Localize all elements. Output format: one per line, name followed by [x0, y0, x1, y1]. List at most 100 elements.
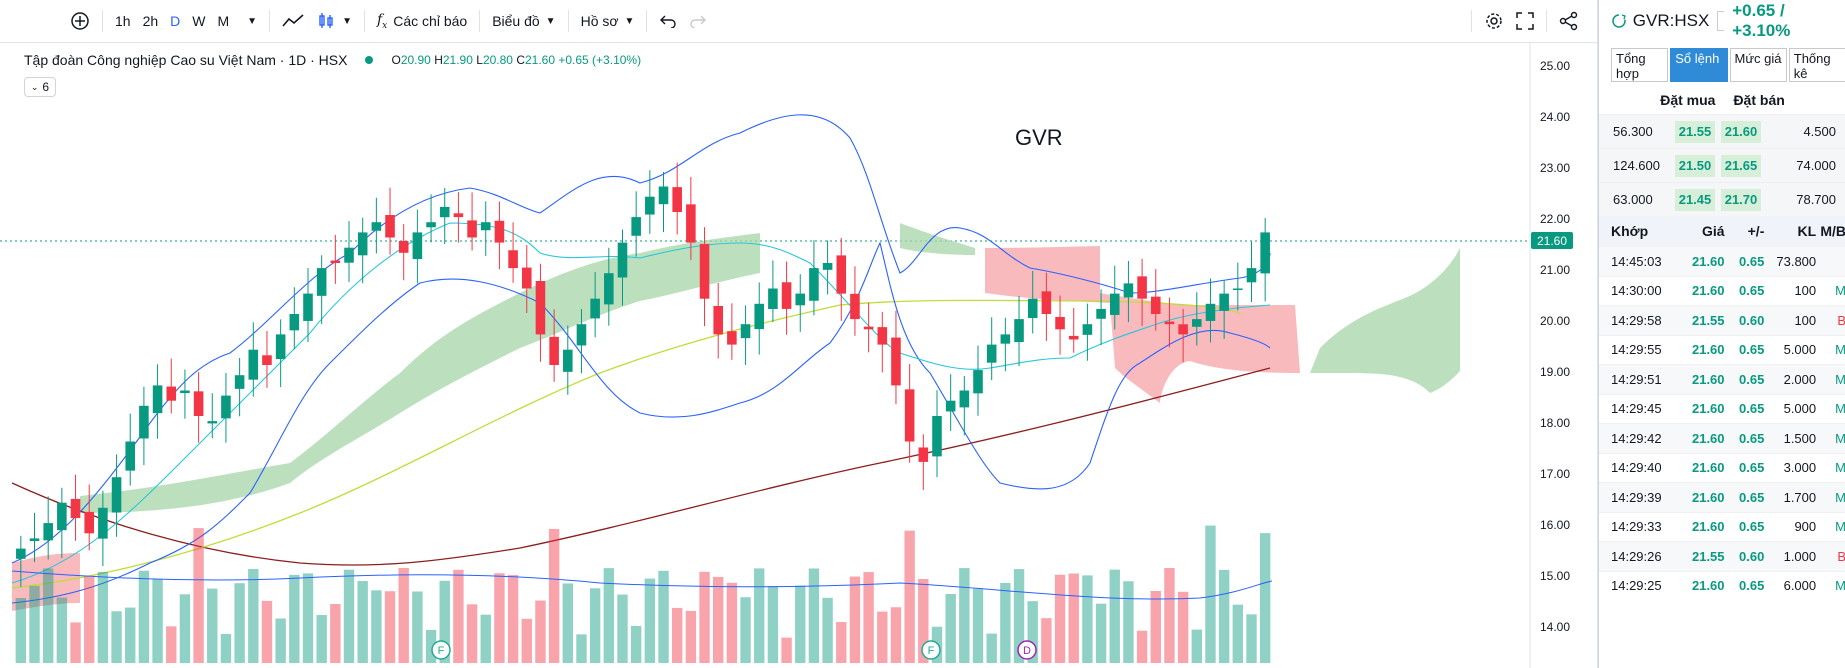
settings-button[interactable] — [1478, 6, 1510, 36]
chart-title[interactable]: Tập đoàn Công nghiệp Cao su Việt Nam · 1… — [24, 52, 348, 68]
buy-price[interactable]: 21.55 — [1675, 120, 1715, 143]
tab-summary[interactable]: Tổng hợp — [1611, 48, 1669, 82]
price-chart[interactable]: F F D — [0, 43, 1597, 668]
interval-w[interactable]: W — [192, 13, 206, 29]
candle-body — [480, 222, 491, 231]
candle-body — [645, 196, 655, 215]
volume-bar — [1027, 601, 1038, 663]
marker-label: D — [1023, 645, 1031, 657]
volume-bar — [1136, 630, 1148, 663]
candle-body — [713, 305, 723, 335]
volume-bar — [918, 578, 929, 663]
candle-style-button[interactable]: ▼ — [310, 6, 358, 36]
volume-bar — [1218, 569, 1230, 663]
interval-2h[interactable]: 2h — [142, 13, 159, 29]
volume-bar — [371, 590, 382, 663]
candle-body — [1123, 283, 1134, 298]
price-tick: 22.00 — [1540, 212, 1571, 226]
volume-bar — [398, 568, 409, 663]
chart-area[interactable]: F F D — [0, 43, 1597, 668]
match-change: 0.65 — [1739, 489, 1765, 505]
sell-price[interactable]: 21.60 — [1721, 120, 1761, 143]
redo-button[interactable] — [683, 6, 713, 36]
dividend-marker[interactable]: D — [1017, 640, 1037, 660]
candle-body — [740, 324, 751, 339]
candle-body — [371, 222, 382, 231]
candle-body — [891, 337, 901, 386]
candle-body — [549, 336, 559, 365]
indicators-button[interactable]: fx Các chỉ báo — [371, 6, 473, 36]
add-symbol-button[interactable] — [64, 6, 96, 36]
match-change: 0.65 — [1739, 460, 1765, 476]
sell-price[interactable]: 21.65 — [1721, 154, 1761, 177]
divider — [1471, 10, 1472, 32]
candle-body — [303, 293, 313, 321]
undo-button[interactable] — [653, 6, 683, 36]
chart-toolbar: 1h 2h D W M ▼ ▼ fx Các chỉ báo Biểu đồ ▼… — [0, 0, 1597, 43]
chart-menu-button[interactable]: Biểu đồ ▼ — [486, 6, 561, 36]
volume-bar — [795, 585, 806, 663]
volume-bar — [152, 578, 163, 663]
match-time: 14:45:03 — [1611, 253, 1662, 269]
volume-bar — [562, 583, 573, 663]
refresh-icon[interactable] — [1611, 13, 1627, 29]
candle-body — [357, 232, 368, 256]
line-style-button[interactable] — [276, 6, 310, 36]
candle-body — [234, 375, 245, 389]
function-icon: fx — [376, 11, 388, 31]
candle-body — [1014, 319, 1024, 343]
tab-statistics[interactable]: Thống kê — [1788, 48, 1845, 82]
candle-body — [385, 215, 395, 238]
high-label: H — [434, 53, 443, 67]
volume-bar — [658, 570, 669, 663]
indicators-collapse-button[interactable]: ⌄ 6 — [24, 77, 56, 97]
sell-price[interactable]: 21.70 — [1721, 188, 1761, 211]
volume-bar — [521, 618, 532, 663]
tab-orderbook[interactable]: Sổ lệnh — [1670, 48, 1728, 82]
tab-price-levels[interactable]: Mức giá — [1729, 48, 1787, 82]
price-tick: 14.00 — [1540, 620, 1571, 634]
profile-menu-button[interactable]: Hồ sơ ▼ — [575, 6, 641, 36]
fullscreen-button[interactable] — [1510, 6, 1540, 36]
high-value: 21.90 — [442, 53, 473, 67]
volume-bar — [904, 530, 915, 663]
candle-body — [576, 324, 587, 346]
match-history-list[interactable]: 14:45:03 21.60 0.65 73.800 14:30:00 21.60 0.65… — [1599, 246, 1845, 600]
candle-body — [1096, 308, 1106, 319]
close-value: 21.60 — [524, 53, 556, 67]
orderbook-row: 63.000 21.45 21.70 78.700 — [1599, 182, 1845, 216]
match-volume: 73.800 — [1776, 253, 1817, 269]
volume-bar — [822, 597, 833, 663]
candle-body — [631, 217, 641, 236]
match-volume: 6.000 — [1783, 578, 1817, 594]
volume-bar — [289, 574, 300, 663]
candle-body — [973, 370, 983, 394]
volume-bar — [699, 571, 710, 663]
fullscreen-icon — [1516, 12, 1534, 30]
match-volume: 100 — [1794, 312, 1817, 328]
earnings-marker[interactable]: F — [431, 640, 451, 660]
line-chart-icon — [282, 14, 304, 27]
match-row: 14:45:03 21.60 0.65 73.800 — [1599, 246, 1845, 276]
interval-dropdown[interactable]: ▼ — [235, 6, 263, 36]
buy-price[interactable]: 21.50 — [1675, 154, 1715, 177]
chevron-down-icon: ▼ — [624, 15, 635, 27]
candle-body — [111, 477, 122, 513]
candle-body — [98, 507, 108, 539]
sell-header: Đặt bán — [1733, 92, 1785, 108]
earnings-marker[interactable]: F — [921, 640, 941, 660]
interval-d[interactable]: D — [170, 13, 181, 29]
share-button[interactable] — [1553, 6, 1585, 36]
candle-body — [70, 498, 81, 518]
volume-bar — [890, 607, 902, 663]
candle-body — [1233, 288, 1243, 290]
change-value: +0.65 (+3.10%) — [558, 53, 642, 67]
volume-bar — [234, 583, 245, 663]
candlestick-series — [16, 162, 1270, 587]
buy-price[interactable]: 21.45 — [1675, 188, 1715, 211]
candle-body — [1055, 316, 1065, 330]
interval-1h[interactable]: 1h — [115, 13, 131, 29]
volume-bar — [1082, 575, 1093, 663]
candle-body — [508, 250, 518, 269]
interval-m[interactable]: M — [217, 13, 230, 29]
